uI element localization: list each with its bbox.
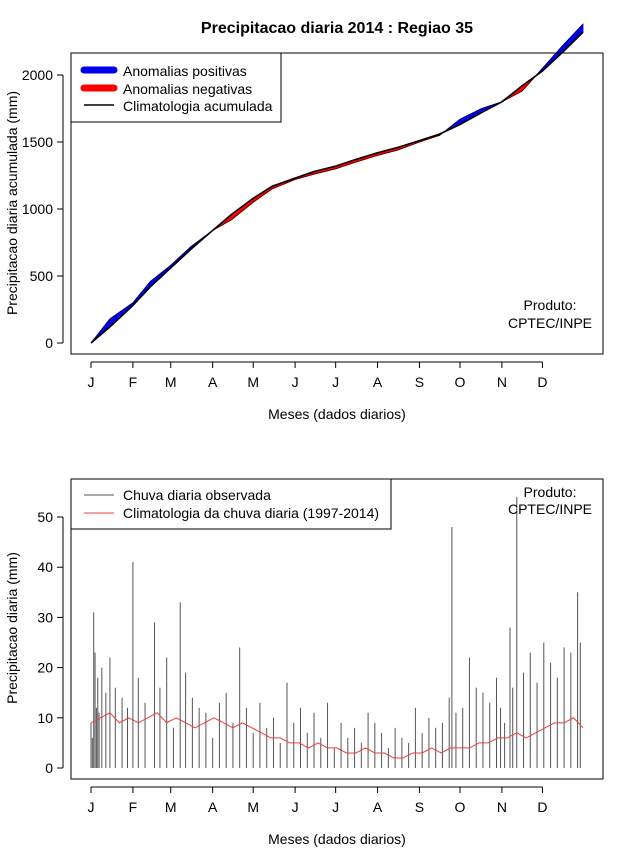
x-tick-label-month: D [537, 374, 547, 390]
observed-bars [90, 496, 581, 768]
legend-label-climatology-daily: Climatologia da chuva diaria (1997-2014) [123, 505, 379, 521]
cumulative-chart: 0 500 1000 1500 2000 J F M A M J J A S O N D Precipitac… [4, 23, 604, 422]
annotation-produto-top: Produto: [524, 297, 577, 313]
x-tick-label-month: F [129, 374, 138, 390]
y-axis-label-top: Precipitacao diaria acumulada (mm) [4, 91, 20, 315]
x-tick-label-month: A [208, 799, 218, 815]
climatology-line [90, 712, 584, 759]
observed-cumulative-line [90, 23, 584, 344]
x-tick-label-month: M [165, 374, 177, 390]
x-tick-label-month: A [373, 374, 383, 390]
y-axis-bottom: 0 10 20 30 40 50 [37, 509, 64, 776]
climatology-daily-line [90, 712, 584, 759]
y-tick-label: 40 [37, 559, 53, 575]
x-axis-label-bottom: Meses (dados diarios) [268, 831, 406, 847]
x-tick-label-month: M [247, 799, 259, 815]
x-tick-label-month: S [415, 374, 424, 390]
x-tick-label-month: J [332, 799, 339, 815]
x-axis-label-top: Meses (dados diarios) [268, 406, 406, 422]
y-tick-label: 30 [37, 609, 53, 625]
cumulative-lines [90, 23, 584, 344]
x-tick-label-month: N [497, 799, 507, 815]
y-axis-top: 0 500 1000 1500 2000 [22, 67, 64, 351]
x-tick-label-month: O [455, 374, 466, 390]
annotation-produto-bottom: Produto: [524, 484, 577, 500]
annotation-cptec-bottom: CPTEC/INPE [508, 501, 592, 517]
y-tick-label: 0 [45, 760, 53, 776]
x-tick-label-month: A [373, 799, 383, 815]
annotation-cptec-top: CPTEC/INPE [508, 315, 592, 331]
legend-label-negative: Anomalias negativas [123, 81, 252, 97]
legend-bottom: Chuva diaria observada Climatologia da c… [70, 478, 392, 530]
y-tick-label: 2000 [22, 67, 53, 83]
y-tick-label: 0 [45, 335, 53, 351]
legend-label-observed: Chuva diaria observada [123, 487, 271, 503]
chart-title: Precipitacao diaria 2014 : Regiao 35 [201, 20, 473, 37]
daily-chart: 0 10 20 30 40 50 J F M A M J J A S O N D Precipitacao di… [4, 478, 604, 847]
legend-label-positive: Anomalias positivas [123, 63, 247, 79]
plot-frame-top [70, 52, 604, 355]
y-tick-label: 1500 [22, 134, 53, 150]
y-tick-label: 1000 [22, 201, 53, 217]
y-tick-label: 50 [37, 509, 53, 525]
x-tick-label-month: N [497, 374, 507, 390]
x-tick-label-month: S [415, 799, 424, 815]
x-tick-label-month: O [455, 799, 466, 815]
legend-label-climatology: Climatologia acumulada [123, 98, 273, 114]
x-tick-label-month: D [537, 799, 547, 815]
x-tick-label-month: M [247, 374, 259, 390]
legend-top: Anomalias positivas Anomalias negativas … [70, 52, 282, 123]
x-tick-label-month: J [88, 374, 95, 390]
y-tick-label: 500 [30, 268, 54, 284]
x-tick-label-month: J [292, 799, 299, 815]
y-tick-label: 10 [37, 710, 53, 726]
legend-box [70, 478, 392, 530]
y-axis-label-bottom: Precipitacao diaria (mm) [4, 552, 20, 704]
x-tick-label-month: M [165, 799, 177, 815]
x-tick-label-month: F [129, 799, 138, 815]
x-tick-label-month: J [292, 374, 299, 390]
y-tick-label: 20 [37, 660, 53, 676]
x-tick-label-month: J [332, 374, 339, 390]
x-tick-label-month: A [208, 374, 218, 390]
x-tick-label-month: J [88, 799, 95, 815]
